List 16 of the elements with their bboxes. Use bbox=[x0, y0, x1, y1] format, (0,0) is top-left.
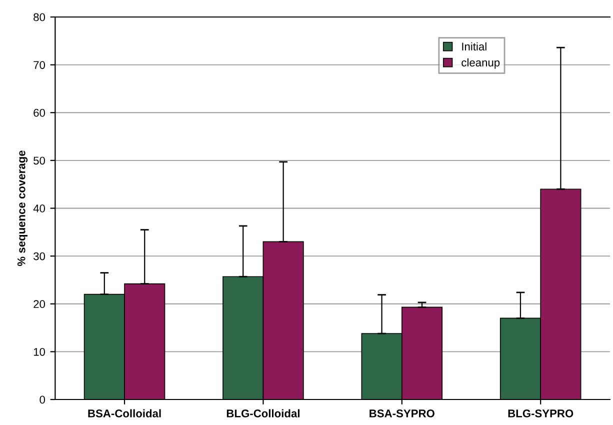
y-tick-label: 70 bbox=[34, 61, 46, 69]
y-axis-title: % sequence coverage bbox=[17, 150, 28, 266]
legend-label: cleanup bbox=[462, 58, 500, 69]
y-tick-label: 10 bbox=[34, 348, 46, 356]
y-tick-label: 80 bbox=[34, 13, 46, 22]
x-tick-label: BLG-Colloidal bbox=[226, 409, 300, 418]
y-tick-label: 20 bbox=[34, 300, 46, 308]
legend-label: Initial bbox=[462, 42, 486, 51]
y-tick-label: 60 bbox=[34, 108, 46, 117]
y-tick-label: 50 bbox=[34, 156, 46, 165]
x-tick-label: BSA-SYPRO bbox=[370, 410, 434, 418]
x-tick-label: BSA-Colloidal bbox=[88, 409, 161, 418]
x-tick-label: BLG-SYPRO bbox=[508, 410, 574, 418]
y-tick-label: 40 bbox=[33, 204, 46, 212]
y-tick-label: 30 bbox=[34, 252, 46, 260]
y-tick-label: 0 bbox=[40, 396, 46, 404]
